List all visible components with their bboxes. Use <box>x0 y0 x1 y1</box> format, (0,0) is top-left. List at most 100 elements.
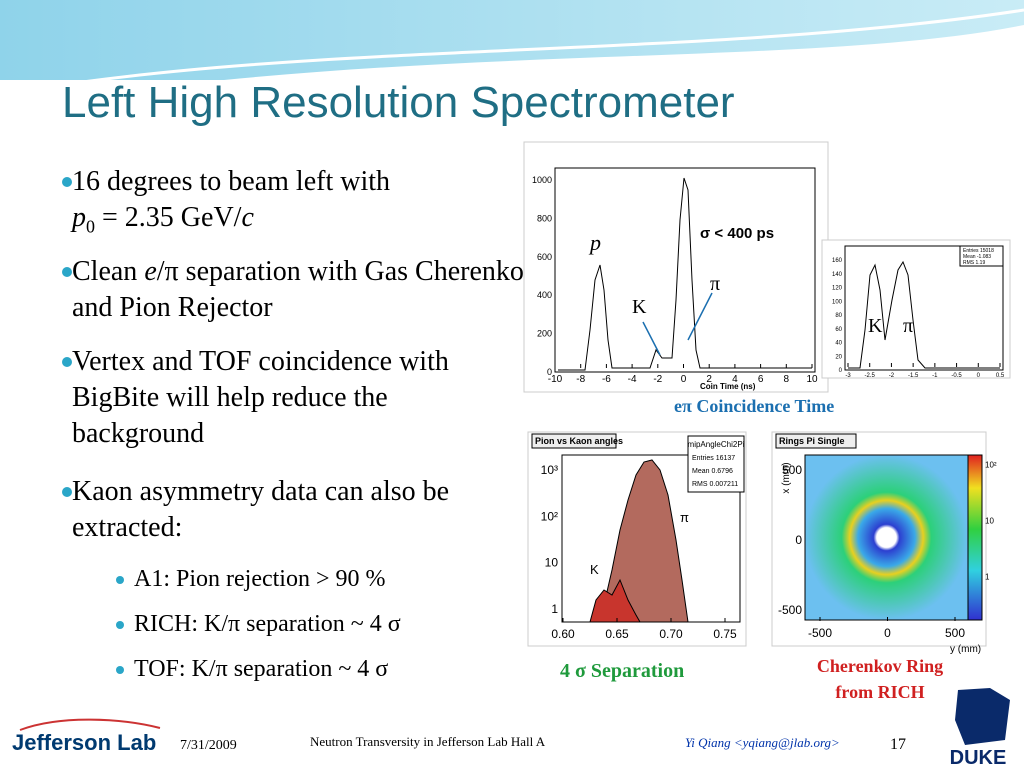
histogram-pi <box>599 459 689 623</box>
y-tick-label: 10² <box>541 509 558 523</box>
y-tick-label: 600 <box>537 252 552 262</box>
duke-logo <box>955 688 1010 745</box>
caption: eπ Coincidence Time <box>674 396 834 416</box>
sub-bullet: TOF: K/π separation ~ 4 σ <box>115 656 389 682</box>
y-tick-label: 0 <box>547 367 552 377</box>
axes <box>844 245 1004 371</box>
annotation: K <box>632 296 647 318</box>
bullet: 16 degrees to beam left with p0 = 2.35 Ge… <box>62 164 542 245</box>
y-tick-label: 200 <box>537 329 552 339</box>
y-tick-label: 800 <box>537 213 552 223</box>
y-tick-label: 500 <box>782 463 802 477</box>
x-tick-label: -2 <box>653 374 662 385</box>
x-tick-label: -6 <box>602 374 611 385</box>
sub-bullet: RICH: K/π separation ~ 4 σ <box>116 611 401 637</box>
stats-box <box>687 435 745 493</box>
page-number: 17 <box>890 736 906 753</box>
y-tick-label: 10 <box>985 517 994 526</box>
stats-box <box>959 245 1004 267</box>
x-tick-label: 6 <box>758 374 764 385</box>
y-axis-label: x (mm) <box>781 462 792 493</box>
x-tick-label: -1 <box>932 373 938 379</box>
text: p <box>72 202 86 233</box>
caption: 4 σ Separation <box>560 660 684 682</box>
caption: from RICH <box>835 682 924 702</box>
plot-title: Rings Pi Single <box>779 436 845 446</box>
text: /π separation with Gas Cherenkov and Pio… <box>72 256 538 323</box>
x-tick-label: 0 <box>977 373 981 379</box>
x-tick-label: 0.5 <box>996 373 1005 379</box>
arrow <box>642 292 713 356</box>
stats-text: Entries 16137 <box>692 455 735 462</box>
plot-title-box <box>775 433 857 449</box>
heatmap <box>804 454 969 621</box>
stats-text: mipAngleChi2Pi <box>688 440 745 449</box>
x-tick-label: -1.5 <box>908 373 919 379</box>
bullet: Clean e/π separation with Gas Cherenkov … <box>62 254 542 326</box>
stats-text: RMS 0.007211 <box>692 481 738 488</box>
text: 16 degrees to beam left with <box>72 166 391 197</box>
histogram-k <box>589 578 641 623</box>
y-tick-label: 120 <box>832 286 843 292</box>
histogram <box>848 260 1000 369</box>
x-tick-label: 8 <box>784 374 790 385</box>
annotation: π <box>680 510 689 525</box>
x-tick-label: 10 <box>806 374 818 385</box>
plot-frame <box>523 141 829 393</box>
logo-swoosh <box>19 718 161 731</box>
text: e <box>144 256 157 287</box>
caption: Cherenkov Ring <box>817 656 943 676</box>
y-tick-label: 10² <box>985 461 997 470</box>
y-tick-label: 100 <box>832 299 843 305</box>
duke-text: DUKE <box>950 747 1007 768</box>
annotation: σ < 400 ps <box>700 225 774 242</box>
y-tick-label: 10 <box>545 556 559 570</box>
y-tick-label: 400 <box>537 290 552 300</box>
annotation: K <box>868 315 883 337</box>
x-tick-label: 2 <box>706 374 712 385</box>
y-tick-label: 20 <box>835 354 842 360</box>
y-tick-label: 1 <box>985 573 990 582</box>
y-tick-label: 1 <box>551 602 558 616</box>
talk-title: Neutron Transversity in Jefferson Lab Ha… <box>310 734 546 749</box>
y-tick-label: 40 <box>835 341 842 347</box>
x-tick-label: 4 <box>732 374 738 385</box>
date: 7/31/2009 <box>180 738 237 753</box>
x-tick-label: -4 <box>628 374 637 385</box>
annotation: π <box>710 273 720 295</box>
x-tick-label: 0 <box>681 374 687 385</box>
x-tick-label: -3 <box>845 373 851 379</box>
y-tick-label: 0 <box>795 533 802 547</box>
text: 0 <box>86 216 95 237</box>
x-tick-label: 0.75 <box>713 627 737 641</box>
x-tick-label: 0.70 <box>659 627 683 641</box>
x-tick-label: -10 <box>548 374 563 385</box>
axes <box>554 167 816 373</box>
x-tick-label: -8 <box>576 374 585 385</box>
stats-text: Mean 0.6796 <box>692 468 733 475</box>
y-tick-label: 60 <box>835 327 842 333</box>
y-tick-label: 0 <box>839 368 843 374</box>
plot-title-box <box>531 433 617 449</box>
bullet: Vertex and TOF coincidence with BigBite … <box>62 344 512 452</box>
header-wave <box>0 0 1024 80</box>
y-tick-label: 80 <box>835 313 842 319</box>
y-tick-label: 10³ <box>541 463 558 477</box>
x-tick-label: 0 <box>884 626 891 640</box>
author: Yi Qiang <yqiang@jlab.org> <box>685 735 840 750</box>
stats-text: RMS 1.19 <box>963 260 985 266</box>
x-tick-label: -2 <box>889 373 895 379</box>
annotation: K <box>590 562 599 577</box>
y-tick-label: 160 <box>832 258 843 264</box>
x-axis-label: Coin Time (ns) <box>700 382 756 391</box>
x-tick-label: -2.5 <box>865 373 876 379</box>
text: Clean <box>72 256 145 287</box>
logo: Jefferson Lab <box>12 730 156 755</box>
annotation: π <box>903 315 913 337</box>
x-tick-label: 500 <box>945 626 965 640</box>
slide-title: Left High Resolution Spectrometer <box>62 78 735 127</box>
y-tick-label: 140 <box>832 272 843 278</box>
plot-title: Pion vs Kaon angles <box>535 436 623 446</box>
